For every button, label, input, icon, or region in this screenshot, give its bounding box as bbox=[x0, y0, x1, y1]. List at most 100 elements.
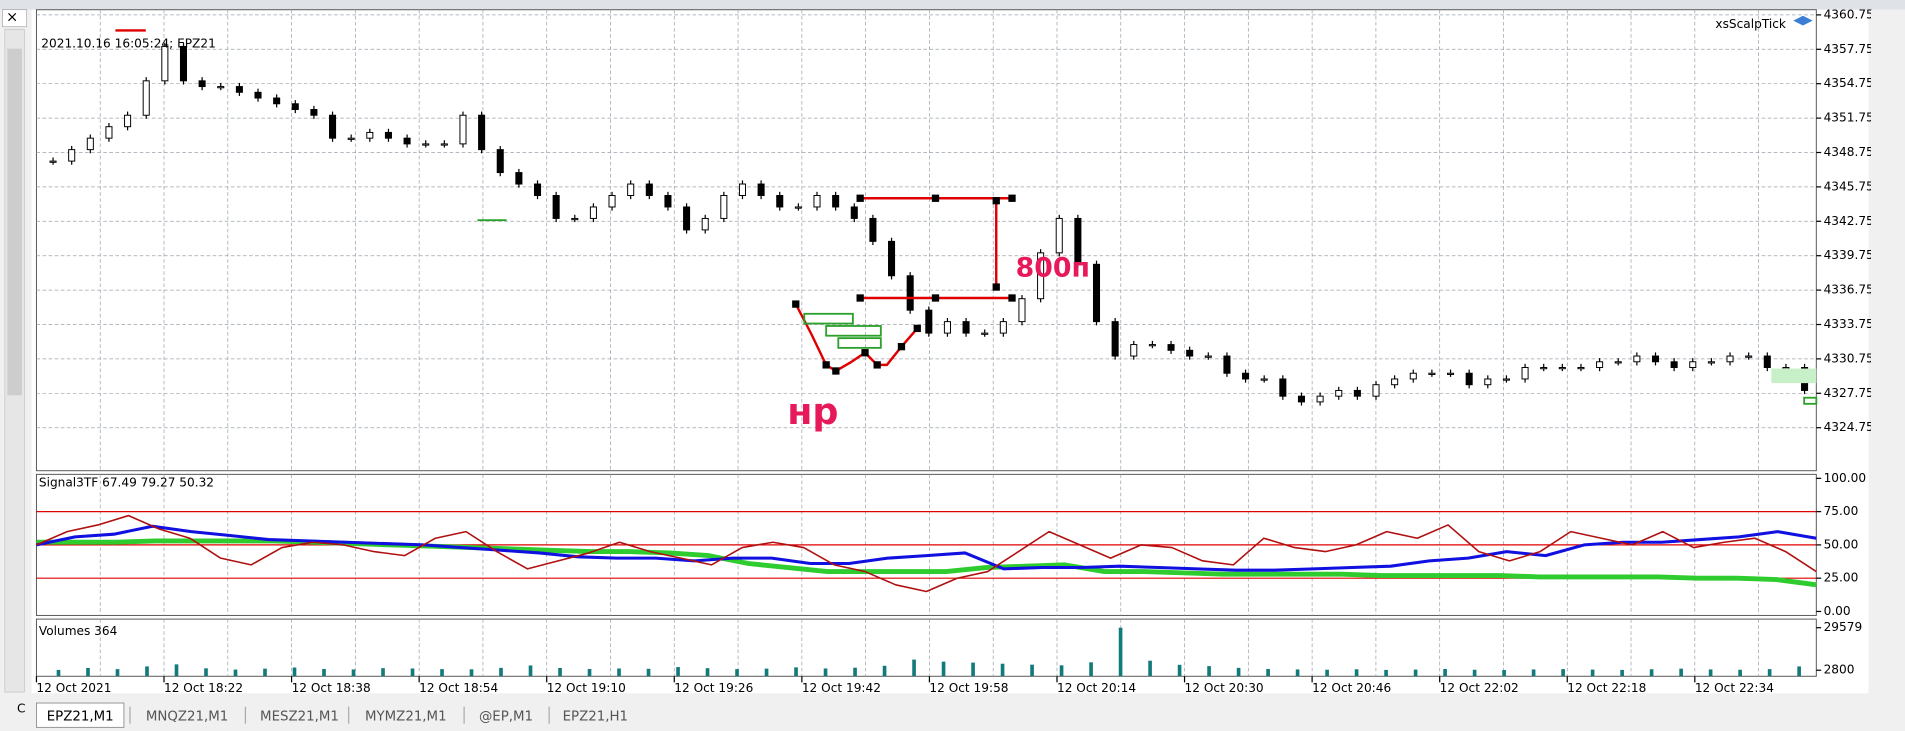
volume-bar bbox=[1295, 669, 1300, 677]
volume-bar bbox=[1502, 669, 1506, 677]
x-tick-label: 12 Oct 2021 bbox=[36, 681, 111, 695]
y-tick-label: 0.00 bbox=[1824, 604, 1851, 618]
volume-bar bbox=[1679, 668, 1683, 677]
volume-bar bbox=[292, 667, 297, 677]
candle-body bbox=[533, 183, 542, 196]
candle-body bbox=[1726, 355, 1734, 363]
tab[interactable] bbox=[552, 703, 638, 728]
right-sidebar bbox=[1870, 9, 1905, 697]
candle-body bbox=[161, 45, 169, 82]
tab[interactable] bbox=[352, 703, 460, 728]
candle-body bbox=[1111, 321, 1119, 357]
candle-body bbox=[813, 195, 821, 208]
candle-body bbox=[403, 137, 411, 145]
candle-body bbox=[1148, 344, 1156, 347]
tab-label[interactable]: MNQZ21,M1 bbox=[146, 709, 228, 724]
handle bbox=[856, 294, 864, 302]
candle-body bbox=[459, 114, 467, 145]
volume-bar bbox=[853, 667, 857, 677]
volume-bar bbox=[882, 665, 887, 677]
volume-panel bbox=[35, 618, 1817, 677]
tab-label[interactable]: MESZ21,M1 bbox=[260, 709, 339, 724]
candle-body bbox=[1260, 378, 1268, 381]
volume-bar bbox=[676, 667, 680, 677]
indicator-line bbox=[36, 514, 1817, 593]
pattern-line bbox=[794, 303, 919, 373]
candle-body bbox=[217, 86, 225, 89]
volume-bar bbox=[912, 659, 916, 677]
volume-bar bbox=[381, 668, 385, 677]
candle-body bbox=[49, 160, 57, 163]
candle-body bbox=[1130, 344, 1138, 357]
handle bbox=[931, 194, 940, 202]
tab[interactable] bbox=[133, 703, 241, 728]
volume-bar bbox=[115, 669, 120, 677]
volume-bar bbox=[1059, 665, 1064, 677]
candle-body bbox=[571, 217, 579, 221]
volume-bar bbox=[410, 668, 415, 677]
candle-body bbox=[347, 137, 355, 140]
candle-body bbox=[1167, 344, 1175, 351]
volume-bar bbox=[1767, 669, 1772, 677]
y-tick-label: 4357.75 bbox=[1824, 42, 1874, 56]
volume-bar bbox=[587, 668, 592, 677]
tab-label[interactable]: EPZ21,M1 bbox=[47, 709, 114, 724]
active-tab[interactable] bbox=[36, 702, 125, 728]
x-tick-label: 12 Oct 18:22 bbox=[164, 681, 243, 695]
candle-body bbox=[1633, 355, 1641, 363]
candle-body bbox=[943, 321, 951, 334]
candle-body bbox=[329, 114, 337, 139]
handle bbox=[792, 300, 800, 308]
candle-body bbox=[1335, 389, 1343, 397]
volume-bar bbox=[56, 669, 61, 677]
candle-body bbox=[1707, 361, 1715, 364]
candle-body bbox=[422, 143, 430, 146]
level-box bbox=[1803, 396, 1818, 405]
candle-body bbox=[850, 206, 858, 219]
tab-label[interactable]: EPZ21,H1 bbox=[563, 709, 628, 724]
volume-bar bbox=[263, 668, 267, 677]
candle-body bbox=[496, 149, 504, 174]
candle-body bbox=[738, 183, 747, 196]
handle bbox=[822, 361, 830, 369]
candle-body bbox=[1204, 355, 1212, 358]
y-tick-label: 4324.75 bbox=[1824, 420, 1874, 434]
x-tick-label: 12 Oct 18:54 bbox=[419, 681, 498, 695]
candle-body bbox=[1186, 349, 1194, 357]
candle-body bbox=[1391, 378, 1399, 386]
candle-body bbox=[1074, 217, 1082, 265]
candle-body bbox=[1670, 361, 1678, 368]
candle-body bbox=[720, 195, 728, 219]
close-button[interactable] bbox=[2, 9, 28, 28]
candle-body bbox=[1596, 361, 1604, 368]
tab-label[interactable]: @EP,M1 bbox=[479, 709, 533, 724]
volume-bar bbox=[1531, 669, 1536, 677]
y-tick-label: 2800 bbox=[1824, 663, 1855, 677]
expert-name: xsScalpTick bbox=[1715, 17, 1786, 31]
y-tick-label: 75.00 bbox=[1824, 504, 1859, 518]
volume-bar bbox=[1354, 669, 1359, 677]
x-tick-label: 12 Oct 22:02 bbox=[1440, 681, 1519, 695]
candle-body bbox=[124, 114, 132, 128]
level-box bbox=[837, 337, 882, 349]
volume-bar bbox=[174, 664, 179, 677]
volume-bar bbox=[1325, 669, 1329, 677]
tab[interactable] bbox=[467, 703, 545, 728]
x-tick-label: 12 Oct 19:26 bbox=[674, 681, 753, 695]
tab[interactable] bbox=[249, 703, 350, 728]
volume-bar bbox=[941, 661, 946, 677]
volume-bar bbox=[499, 667, 503, 677]
y-tick-label: 4345.75 bbox=[1824, 179, 1874, 193]
tab-label[interactable]: MYMZ21,M1 bbox=[365, 709, 447, 724]
candle-body bbox=[1353, 389, 1361, 397]
candle-body bbox=[273, 97, 281, 105]
candle-body bbox=[1558, 367, 1566, 370]
candle-body bbox=[906, 275, 914, 311]
scroll-thumb[interactable] bbox=[7, 48, 22, 396]
candle-body bbox=[105, 126, 113, 139]
candle-body bbox=[1372, 384, 1380, 397]
candle-body bbox=[962, 321, 970, 334]
volume-bar bbox=[469, 669, 474, 677]
candle-body bbox=[1018, 298, 1026, 323]
candle-body bbox=[254, 91, 262, 99]
